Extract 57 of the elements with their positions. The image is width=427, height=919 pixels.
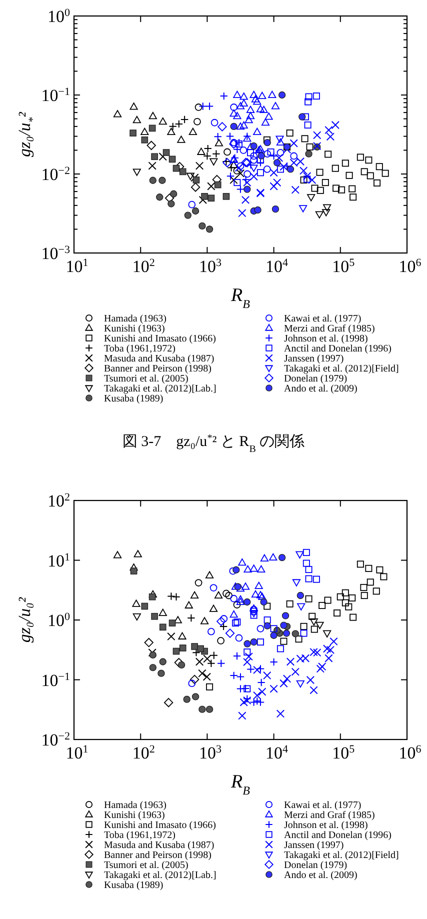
x-tick-label: 10$^{3}$ — [198, 257, 222, 276]
legend-label: Hamada (1963) — [104, 314, 166, 324]
x-axis-title: R$_{B}$ — [230, 772, 251, 798]
legend-label: Kunishi (1963) — [104, 810, 165, 821]
x-tick-label: 10$^{6}$ — [398, 257, 422, 276]
legend-label: Toba (1961,1972) — [104, 830, 176, 841]
legend-label: Ando et al. (2009) — [284, 384, 358, 394]
y-tick-label: 10$^{0}$ — [48, 7, 70, 26]
caption: 図 3-7 gz₀/u$^{*}$² と R$_{B}$ の関係 — [122, 432, 305, 454]
x-tick-label: 10$^{1}$ — [66, 257, 88, 276]
legend-label: Kusaba (1989) — [104, 394, 164, 404]
legend-label: Takagaki et al. (2012)[Lab.] — [104, 384, 216, 394]
legend-label: Masuda and Kusaba (1987) — [104, 354, 214, 364]
x-tick-label: 10$^{1}$ — [66, 744, 88, 762]
legend-label: Banner and Peirson (1998) — [104, 850, 212, 861]
legend-label: Banner and Peirson (1998) — [104, 364, 212, 374]
legend-label: Kawai et al. (1977) — [284, 314, 362, 324]
legend-label: Takagaki et al. (2012)[Field] — [284, 364, 399, 374]
legend-label: Tsumori et al. (2005) — [104, 860, 188, 871]
legend-label: Janssen (1997) — [284, 840, 344, 851]
legend-label: Takagaki et al. (2012)[Field] — [284, 850, 399, 861]
x-tick-label: 10$^{6}$ — [398, 744, 422, 762]
legend-label: Merzi and Graf (1985) — [284, 324, 375, 334]
x-tick-label: 10$^{4}$ — [266, 744, 289, 762]
y-tick-label: 10$^{−1}$ — [41, 670, 70, 690]
x-tick-label: 10$^{2}$ — [132, 257, 155, 276]
x-tick-label: 10$^{2}$ — [132, 744, 155, 762]
x-tick-label: 10$^{5}$ — [332, 257, 356, 276]
legend-label: Kawai et al. (1977) — [284, 800, 362, 811]
y-tick-label: 10$^{2}$ — [48, 492, 70, 510]
y-tick-label: 10$^{−2}$ — [41, 165, 70, 184]
legend-label: Merzi and Graf (1985) — [284, 810, 375, 821]
legend-label: Donelan (1979) — [284, 374, 348, 384]
y-tick-label: 10$^{0}$ — [48, 611, 70, 630]
legend-label: Takagaki et al. (2012)[Lab.] — [104, 870, 216, 881]
legend-label: Kunishi (1963) — [104, 324, 165, 334]
y-tick-label: 10$^{1}$ — [48, 551, 70, 570]
x-tick-label: 10$^{5}$ — [332, 744, 356, 762]
legend-label: Kusaba (1989) — [104, 880, 164, 891]
y-tick-label: 10$^{−1}$ — [41, 86, 70, 105]
legend-label: Johnson et al. (1998) — [284, 334, 368, 344]
legend-label: Anctil and Donelan (1996) — [284, 344, 392, 354]
legend-label: Donelan (1979) — [284, 860, 348, 871]
legend-label: Janssen (1997) — [284, 354, 344, 364]
legend-label: Johnson et al. (1998) — [284, 820, 368, 831]
x-axis-title: R$_{B}$ — [230, 285, 251, 311]
legend-label: Kunishi and Imasato (1966) — [104, 820, 216, 831]
y-axis-title: gz₀/u₀² — [15, 596, 34, 643]
x-tick-label: 10$^{4}$ — [266, 257, 289, 276]
legend-label: Tsumori et al. (2005) — [104, 374, 188, 384]
legend-label: Kunishi and Imasato (1966) — [104, 334, 216, 344]
legend-label: Toba (1961,1972) — [104, 344, 176, 354]
x-tick-label: 10$^{3}$ — [198, 744, 222, 762]
legend-label: Masuda and Kusaba (1987) — [104, 840, 214, 851]
legend-label: Hamada (1963) — [104, 800, 166, 811]
legend-label: Anctil and Donelan (1996) — [284, 830, 392, 841]
legend-label: Ando et al. (2009) — [284, 870, 358, 881]
